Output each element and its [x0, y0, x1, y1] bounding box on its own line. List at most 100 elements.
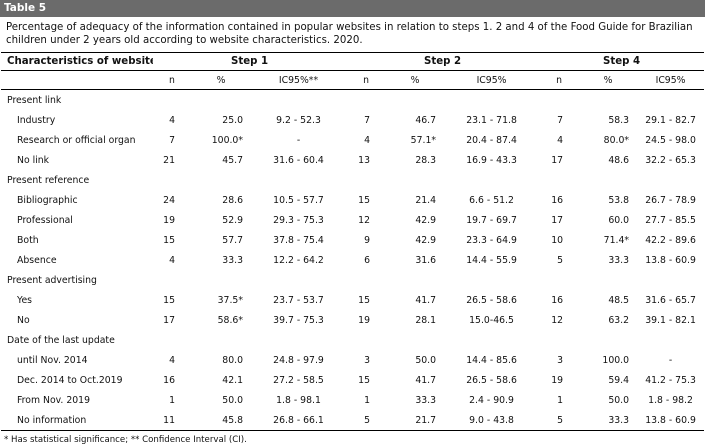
- row-label: Research or official organ: [17, 134, 136, 146]
- cell-ci1: 1.8 - 98.1: [276, 394, 321, 406]
- cell-n4: 5: [557, 254, 564, 266]
- cell-p4: 100.0: [602, 354, 630, 366]
- cell-ci1: 10.5 - 57.7: [273, 194, 324, 206]
- header-n2: n: [346, 70, 387, 90]
- cell-p1: 37.5*: [217, 294, 243, 306]
- cell-ci2: 16.9 - 43.3: [466, 154, 517, 166]
- cell-n4: 17: [551, 154, 564, 166]
- cell-n1: 15: [163, 234, 175, 246]
- cell-n2: 12: [358, 214, 371, 226]
- cell-p2: 57.1*: [410, 134, 437, 146]
- row-label: Industry: [17, 114, 56, 126]
- cell-ci2: 23.1 - 71.8: [466, 114, 517, 126]
- table-footnote: * Has statistical significance; ** Confi…: [4, 435, 247, 445]
- cell-n4: 4: [557, 134, 564, 146]
- table-row: until Nov. 2014 4 80.0 24.8 - 97.9 3 50.0 14.4…: [1, 350, 704, 370]
- cell-p2: 41.7: [415, 374, 437, 386]
- cell-ci1: 39.7 - 75.3: [273, 314, 324, 326]
- cell-ci2: 20.4 - 87.4: [466, 134, 517, 146]
- section-row: Present reference: [1, 170, 704, 190]
- cell-p1: 50.0: [222, 394, 243, 406]
- table-row: Absence 4 33.3 12.2 - 64.2 6 31.6 14.4 - 55.9 5…: [1, 250, 704, 270]
- cell-n1: 11: [153, 410, 191, 431]
- cell-n1: 1: [169, 394, 175, 406]
- header-p4: %: [579, 70, 638, 90]
- cell-p4: 48.5: [608, 294, 630, 306]
- cell-n2: 13: [358, 154, 371, 166]
- cell-n1: 7: [169, 134, 175, 146]
- table-row: Both 15 57.7 37.8 - 75.4 9 42.9 23.3 - 64.9 10 7…: [1, 230, 704, 250]
- cell-n2: 3: [364, 354, 371, 366]
- table-row: Research or official organ 7 100.0* - 4 57.1*…: [1, 130, 704, 150]
- cell-p4: 60.0: [608, 214, 630, 226]
- cell-p1: 25.0: [222, 114, 243, 126]
- cell-p4: 53.8: [608, 194, 630, 206]
- cell-p1: 80.0: [222, 354, 243, 366]
- header-row-subcolumns: n % IC95%** n % IC95% n % IC95%: [1, 70, 705, 90]
- cell-p4: 71.4*: [603, 234, 630, 246]
- cell-p2: 21.4: [415, 194, 437, 206]
- cell-p4: 63.2: [608, 314, 630, 326]
- row-label: Yes: [17, 294, 33, 306]
- cell-n2: 1: [364, 394, 371, 406]
- cell-n4: 7: [557, 114, 564, 126]
- row-label: Dec. 2014 to Oct.2019: [17, 374, 123, 386]
- header-blank: [1, 70, 153, 90]
- row-label: No link: [17, 154, 50, 166]
- cell-ci2: 6.6 - 51.2: [469, 194, 514, 206]
- table-row: No 17 58.6* 39.7 - 75.3 19 28.1 15.0-46.5 12 63.…: [1, 310, 704, 330]
- cell-ci2: 15.0-46.5: [469, 314, 514, 326]
- cell-ci1: 12.2 - 64.2: [273, 254, 324, 266]
- cell-p1: 45.8: [191, 410, 251, 431]
- cell-ci1: 31.6 - 60.4: [273, 154, 324, 166]
- cell-ci2: 14.4 - 55.9: [466, 254, 517, 266]
- cell-p4: 33.3: [579, 410, 638, 431]
- table-caption: Percentage of adequacy of the informatio…: [6, 22, 693, 46]
- cell-ci4: 27.7 - 85.5: [645, 214, 696, 226]
- cell-n4: 12: [551, 314, 564, 326]
- cell-ci4: 13.8 - 60.9: [645, 254, 696, 266]
- cell-ci1: 9.2 - 52.3: [276, 114, 321, 126]
- cell-ci1: 29.3 - 75.3: [273, 214, 324, 226]
- cell-p1: 42.1: [222, 374, 243, 386]
- cell-p1: 45.7: [222, 154, 243, 166]
- row-label: Both: [17, 234, 39, 246]
- table-row: Dec. 2014 to Oct.2019 16 42.1 27.2 - 58.5 15…: [1, 370, 704, 390]
- cell-ci4: 24.5 - 98.0: [645, 134, 696, 146]
- cell-n1: 4: [169, 254, 175, 266]
- cell-ci2: 2.4 - 90.9: [469, 394, 514, 406]
- cell-p2: 46.7: [415, 114, 437, 126]
- table-label: Table 5: [0, 0, 705, 17]
- header-ci1: IC95%**: [251, 70, 347, 90]
- cell-n4: 1: [557, 394, 564, 406]
- cell-n2: 15: [358, 374, 371, 386]
- header-p1: %: [191, 70, 251, 90]
- section-title: Present link: [7, 94, 62, 106]
- cell-n2: 19: [358, 314, 371, 326]
- table-row: Industry 4 25.0 9.2 - 52.3 7 46.7 23.1 - 71.8 7…: [1, 110, 704, 130]
- cell-n1: 24: [163, 194, 175, 206]
- row-label: until Nov. 2014: [17, 354, 88, 366]
- section-row: Date of the last update: [1, 330, 704, 350]
- cell-ci4: 29.1 - 82.7: [645, 114, 696, 126]
- header-n4: n: [539, 70, 580, 90]
- cell-n2: 9: [364, 234, 371, 246]
- cell-p4: 58.3: [608, 114, 630, 126]
- table-row: No information 11 45.8 26.8 - 66.1 5 21.7 9.0 …: [1, 410, 705, 431]
- cell-p2: 50.0: [415, 354, 437, 366]
- cell-p2: 21.7: [386, 410, 445, 431]
- cell-ci4: 13.8 - 60.9: [637, 410, 705, 431]
- cell-n2: 5: [346, 410, 387, 431]
- table-row: Yes 15 37.5* 23.7 - 53.7 15 41.7 26.5 - 58.6 16…: [1, 290, 704, 310]
- cell-p1: 58.6*: [217, 314, 243, 326]
- cell-ci1: 24.8 - 97.9: [273, 354, 324, 366]
- cell-ci4: 42.2 - 89.6: [645, 234, 696, 246]
- cell-p1: 28.6: [222, 194, 243, 206]
- cell-n1: 19: [163, 214, 175, 226]
- cell-p1: 57.7: [222, 234, 243, 246]
- cell-ci2: 26.5 - 58.6: [466, 294, 517, 306]
- cell-ci1: 37.8 - 75.4: [273, 234, 324, 246]
- header-step1: Step 1: [153, 52, 347, 71]
- cell-n1: 17: [163, 314, 175, 326]
- cell-ci4: 26.7 - 78.9: [645, 194, 696, 206]
